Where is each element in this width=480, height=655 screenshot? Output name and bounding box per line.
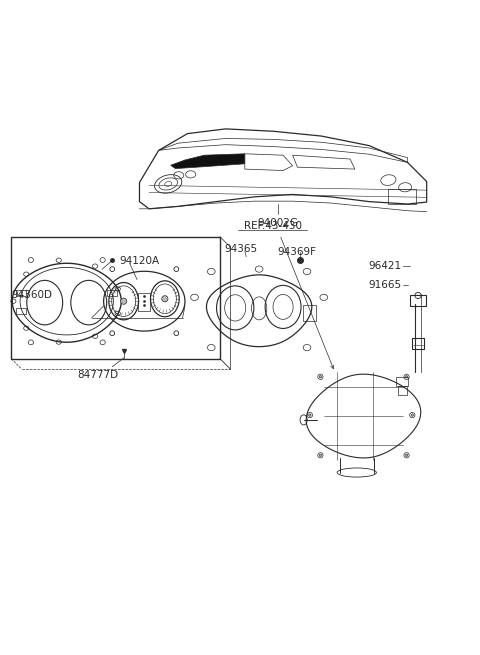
Ellipse shape [162, 295, 168, 302]
Text: 94002G: 94002G [258, 218, 299, 229]
Text: 94365: 94365 [225, 244, 258, 255]
Text: 94360D: 94360D [11, 290, 52, 300]
Ellipse shape [411, 414, 413, 417]
Ellipse shape [406, 375, 408, 378]
Bar [388, 189, 416, 204]
Ellipse shape [319, 454, 322, 457]
Bar [16, 308, 26, 314]
Ellipse shape [319, 375, 322, 378]
Text: REF.43-430: REF.43-430 [243, 221, 301, 231]
Text: 96421: 96421 [369, 261, 402, 271]
Bar [412, 337, 424, 349]
Polygon shape [170, 154, 245, 168]
Ellipse shape [309, 414, 311, 417]
Text: 94369F: 94369F [277, 247, 316, 257]
Text: 94120A: 94120A [120, 257, 159, 267]
Bar [396, 377, 408, 386]
Ellipse shape [120, 298, 127, 305]
Bar [398, 386, 407, 396]
Text: 84777D: 84777D [77, 370, 119, 380]
Bar [108, 290, 117, 296]
Text: 91665: 91665 [369, 280, 402, 290]
Bar [138, 293, 151, 310]
Bar [16, 290, 26, 296]
Ellipse shape [406, 454, 408, 457]
Bar [410, 295, 426, 306]
